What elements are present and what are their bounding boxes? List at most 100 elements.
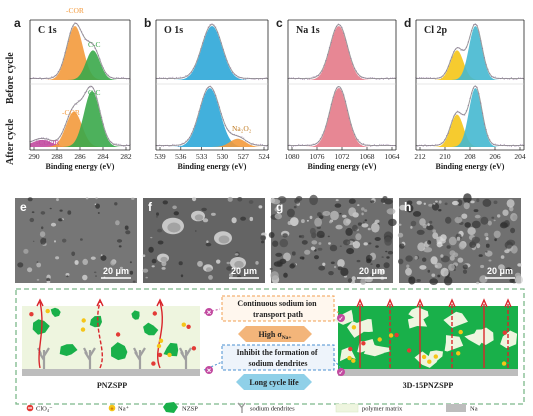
sem-texture (509, 206, 514, 212)
xps-datapoint (361, 76, 363, 79)
xps-datapoint (319, 72, 321, 74)
left-nzsp-particle (131, 310, 140, 320)
xps-datapoint (179, 144, 181, 146)
xps-tick-label: 524 (258, 152, 270, 161)
sem-texture (502, 209, 509, 216)
sem-texture (419, 265, 427, 270)
xps-datapoint (101, 64, 103, 67)
xps-datapoint (111, 76, 113, 79)
sem-texture (485, 250, 488, 253)
xps-datapoint (465, 110, 467, 112)
xps-datapoint (99, 110, 101, 112)
xps-datapoint (246, 77, 249, 79)
sem-texture (100, 254, 103, 257)
xps-datapoint (426, 145, 428, 147)
xps-datapoint (102, 123, 104, 125)
box-transport-line2: transport path (253, 310, 304, 319)
sem-texture (458, 242, 466, 250)
sem-texture (438, 200, 442, 204)
xps-annotation-5: Na₂O₂ (232, 124, 252, 133)
sem-texture (417, 242, 426, 252)
sem-texture (467, 227, 476, 236)
xps-datapoint (334, 91, 336, 93)
xps-datapoint (109, 141, 111, 143)
xps-datapoint (164, 144, 166, 147)
xps-datapoint (67, 115, 69, 117)
sem-texture (383, 202, 386, 205)
xps-datapoint (473, 87, 475, 89)
xps-datapoint (440, 77, 442, 79)
arrow-long-life-text: Long cycle life (249, 378, 299, 387)
sem-texture (369, 273, 373, 276)
xps-datapoint (121, 144, 123, 147)
xps-datapoint (84, 38, 86, 40)
xps-datapoint (252, 78, 254, 80)
sem-texture (271, 199, 281, 205)
sem-texture (61, 238, 67, 243)
sem-texture (406, 204, 414, 213)
sem-texture (155, 215, 159, 218)
xps-datapoint (343, 32, 345, 35)
sem-texture (504, 241, 513, 249)
xps-datapoint (213, 90, 215, 92)
xps-datapoint (386, 143, 388, 146)
xps-tick-label: 288 (51, 152, 63, 161)
xps-datapoint (422, 145, 424, 147)
sem-texture (328, 271, 334, 276)
sem-texture (95, 197, 98, 200)
xps-datapoint (314, 76, 316, 78)
xps-datapoint (510, 76, 512, 79)
sem-texture (340, 267, 349, 277)
xps-datapoint (307, 144, 309, 146)
xps-datapoint (388, 144, 390, 146)
xps-datapoint (261, 78, 263, 80)
check-icon-bottom-mark: ✓ (338, 371, 343, 377)
xps-datapoint (327, 54, 329, 56)
xps-datapoint (161, 77, 163, 79)
connector-left-bottom (203, 361, 223, 371)
sem-texture (370, 263, 373, 265)
xps-datapoint (66, 47, 68, 49)
left-polymer-matrix (22, 306, 200, 370)
xps-datapoint (263, 145, 265, 147)
xps-spectra: 290 288 286 284 282 Binding energy (eV) a C 1s 5… (14, 6, 526, 171)
xps-datapoint (226, 59, 228, 62)
xps-datapoint (339, 24, 341, 27)
xps-datapoint (346, 45, 348, 47)
sem-texture (59, 209, 63, 212)
xps-datapoint (516, 145, 518, 147)
xps-xlabel-d: Binding energy (eV) (436, 162, 505, 171)
sem-texture (476, 243, 481, 249)
xps-datapoint (433, 77, 435, 79)
xps-datapoint (518, 145, 520, 147)
xps-datapoint (202, 98, 204, 100)
xps-datapoint (437, 144, 439, 146)
xps-tick-label: 1076 (310, 152, 325, 161)
sem-background (15, 198, 137, 283)
xps-datapoint (491, 76, 493, 78)
xps-datapoint (189, 136, 191, 139)
xps-datapoint (81, 98, 83, 100)
xps-datapoint (435, 78, 437, 80)
xps-datapoint (446, 70, 448, 72)
sem-texture (95, 275, 97, 277)
xps-datapoint (112, 144, 114, 146)
xps-datapoint (124, 145, 126, 147)
sem-texture (448, 236, 457, 246)
sem-texture (491, 216, 495, 219)
sem-texture (156, 212, 159, 216)
xps-datapoint (357, 139, 359, 141)
right-sodium-ion (421, 354, 427, 360)
xps-datapoint (56, 74, 58, 76)
xps-datapoint (248, 142, 250, 144)
sem-texture (46, 277, 50, 282)
xps-datapoint (309, 78, 311, 80)
left-nzsp-particle (143, 322, 159, 336)
xps-datapoint (252, 142, 254, 144)
xps-datapoint (86, 39, 88, 41)
left-ion-path (38, 301, 43, 369)
sem-texture (367, 227, 371, 231)
sem-texture (322, 262, 326, 266)
sem-texture (435, 264, 438, 268)
right-matrix-patch (443, 311, 468, 328)
